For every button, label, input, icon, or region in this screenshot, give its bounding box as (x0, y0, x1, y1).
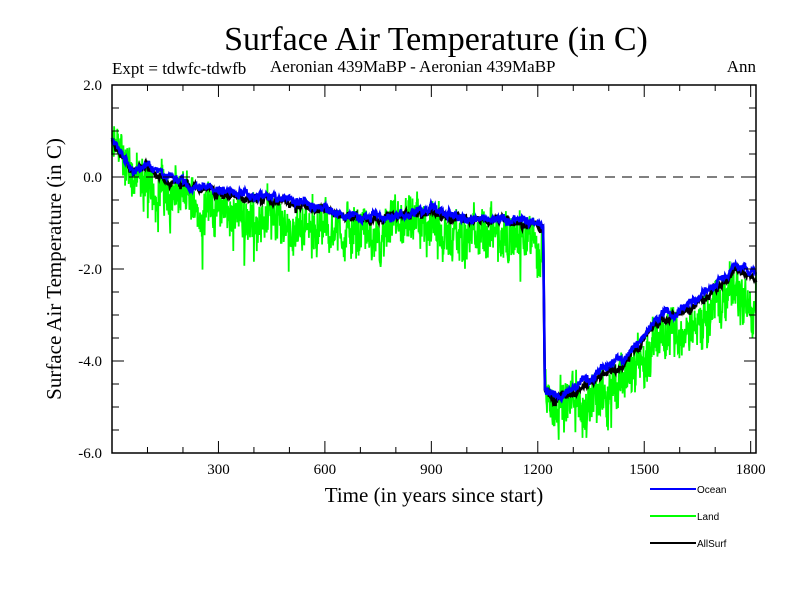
legend-label: Land (697, 512, 719, 523)
legend-item-land: Land (650, 512, 719, 523)
axes (111, 84, 757, 454)
y-tick-label: 2.0 (83, 78, 102, 94)
subtitle-experiment: Expt = tdwfc-tdwfb (112, 59, 246, 78)
series-line-land (111, 126, 757, 440)
y-tick-label: -4.0 (78, 354, 102, 370)
subtitle-period: Aeronian 439MaBP - Aeronian 439MaBP (270, 57, 556, 76)
legend: Ocean Land AllSurf (650, 485, 727, 550)
series-line-allsurf (110, 137, 758, 407)
series-layer (110, 126, 758, 440)
x-tick-label: 900 (420, 462, 443, 478)
legend-item-allsurf: AllSurf (650, 539, 727, 550)
y-tick-label: -6.0 (78, 446, 102, 462)
series-line-ocean (110, 137, 757, 404)
x-tick-label: 600 (314, 462, 337, 478)
chart-title: Surface Air Temperature (in C) (224, 21, 648, 58)
plot-frame (111, 84, 757, 454)
y-axis-label: Surface Air Temperature (in C) (42, 138, 66, 400)
y-tick-label: -2.0 (78, 262, 102, 278)
y-tick-label: 0.0 (83, 170, 102, 186)
x-tick-label: 1200 (523, 462, 553, 478)
x-tick-label: 1800 (736, 462, 766, 478)
legend-label: Ocean (697, 485, 726, 496)
legend-label: AllSurf (697, 539, 727, 550)
subtitle-season: Ann (727, 57, 757, 76)
x-tick-label: 1500 (629, 462, 659, 478)
x-tick-label: 300 (207, 462, 230, 478)
x-axis-label: Time (in years since start) (325, 483, 544, 507)
legend-item-ocean: Ocean (650, 485, 726, 496)
tick-labels: 300 600 900 1200 1500 1800 2.0 0.0 -2.0 -4.0 -6.0 (78, 78, 765, 478)
